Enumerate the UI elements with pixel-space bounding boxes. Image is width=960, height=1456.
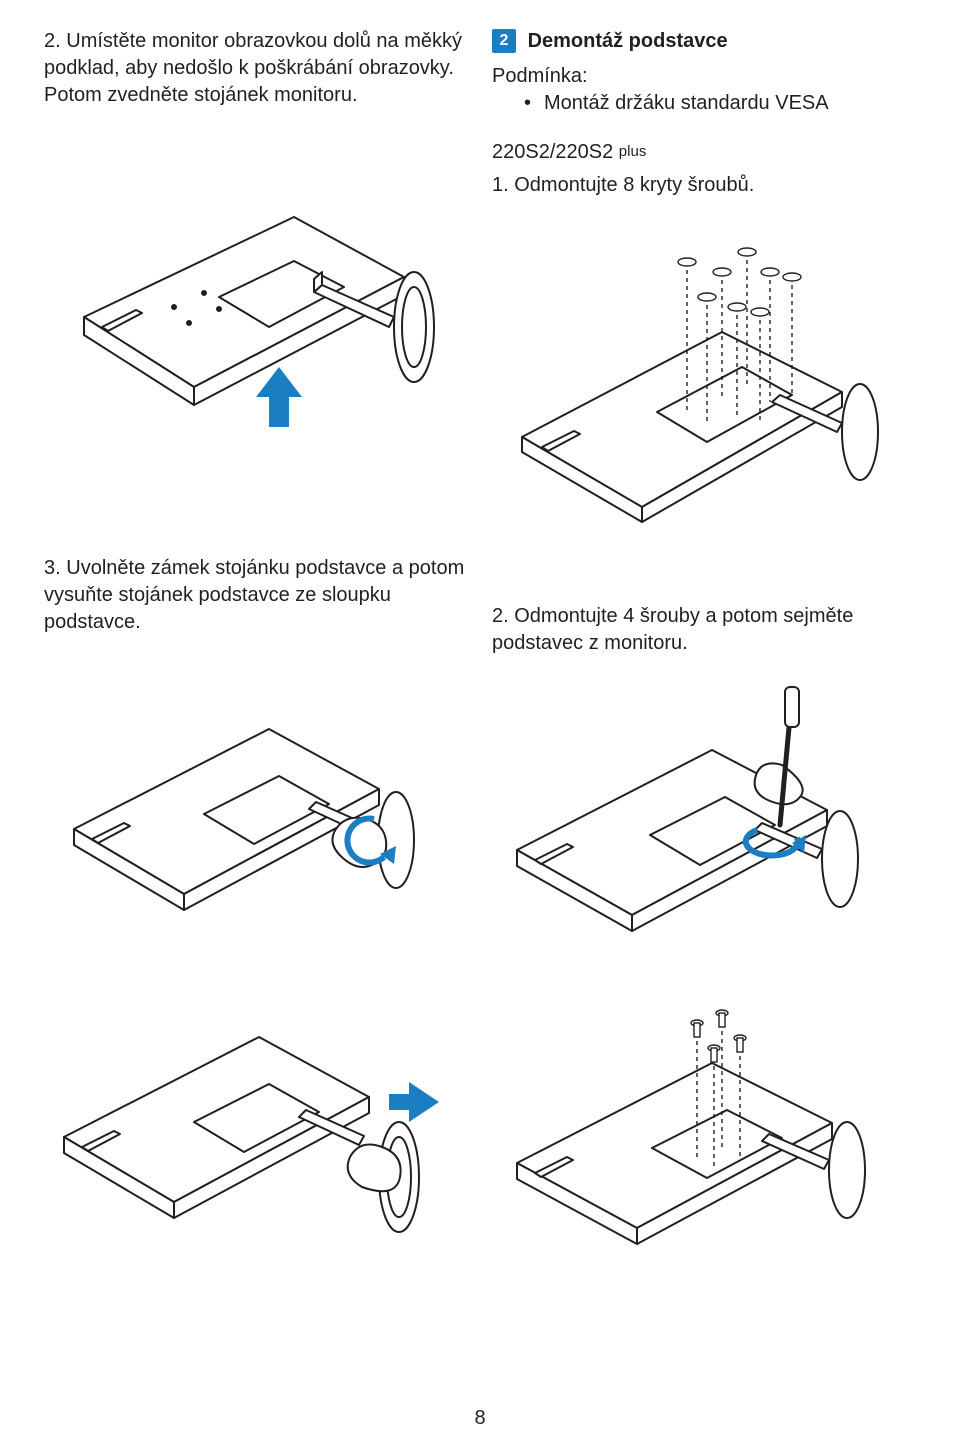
step-number: 2.	[44, 30, 61, 52]
step-text: Odmontujte 4 šrouby a potom sejměte pods…	[492, 605, 853, 654]
condition-text: Montáž držáku standardu VESA	[544, 90, 829, 117]
left-step3: 3. Uvolněte zámek stojánku podstavce a p…	[44, 555, 468, 636]
illustration-stand-lift	[44, 127, 468, 457]
step-text: Uvolněte zámek stojánku podstavce a poto…	[44, 557, 464, 633]
section-heading: 2 Demontáž podstavce	[492, 28, 916, 55]
model-line: 220S2/220S2 plus	[492, 139, 916, 166]
step-number: 2.	[492, 605, 509, 627]
step-number: 3.	[44, 557, 61, 579]
step-text: Odmontujte 8 kryty šroubů.	[514, 174, 754, 196]
condition-item: • Montáž držáku standardu VESA	[492, 90, 916, 117]
illustration-screwdriver	[492, 675, 916, 945]
right-step1: 1. Odmontujte 8 kryty šroubů.	[492, 172, 916, 199]
boxed-number-icon: 2	[492, 29, 516, 53]
step-number: 1.	[492, 174, 509, 196]
heading-text: Demontáž podstavce	[528, 30, 728, 52]
page-number: 8	[0, 1405, 960, 1432]
illustration-remove-baseplate	[44, 952, 468, 1252]
step-text: Umístěte monitor obrazovkou dolů na měkk…	[44, 30, 462, 106]
illustration-unlock-stand	[44, 654, 468, 934]
model-sup: plus	[619, 143, 647, 160]
illustration-remove-screw-covers	[492, 217, 916, 537]
left-step2: 2. Umístěte monitor obrazovkou dolů na m…	[44, 28, 468, 109]
right-step2: 2. Odmontujte 4 šrouby a potom sejměte p…	[492, 603, 916, 657]
bullet-icon: •	[524, 90, 534, 117]
illustration-remove-4-screws	[492, 963, 916, 1273]
model-text: 220S2/220S2	[492, 141, 613, 163]
condition-label: Podmínka:	[492, 63, 916, 90]
